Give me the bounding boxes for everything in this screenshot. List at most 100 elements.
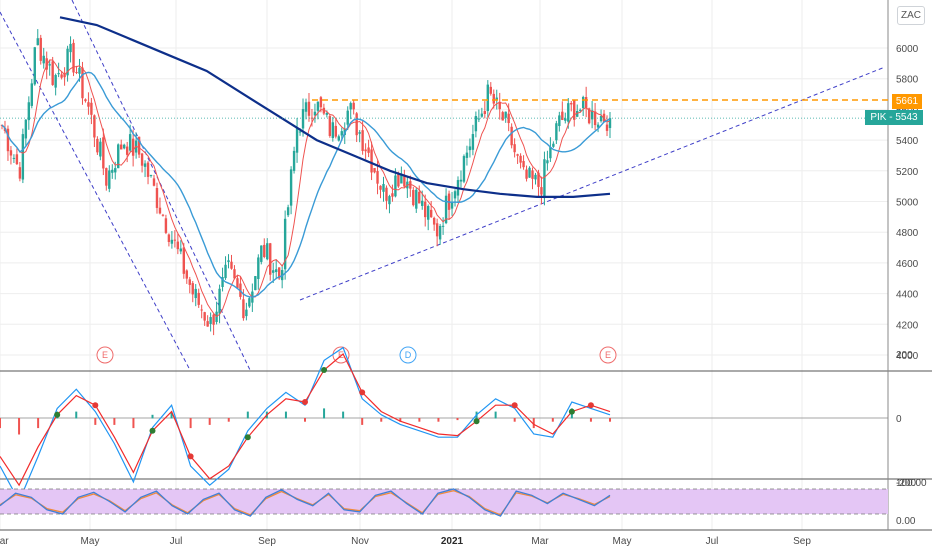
candle-body <box>531 170 534 179</box>
candle-body <box>394 175 397 197</box>
candle-body <box>418 191 421 204</box>
candle-body <box>495 97 498 100</box>
candle-body <box>120 144 123 150</box>
candle-body <box>376 171 379 184</box>
candle-body <box>325 113 329 115</box>
candle-body <box>99 141 102 157</box>
x-tick-label: Mar <box>0 536 9 547</box>
candle-body <box>51 61 54 85</box>
candle-body <box>149 174 153 176</box>
rsi-line <box>0 488 611 517</box>
candle-body <box>361 130 364 151</box>
candle-body <box>185 270 188 279</box>
x-tick-label: Mar <box>531 536 549 547</box>
macd-panel <box>0 346 888 503</box>
candle-body <box>480 113 484 117</box>
macd-histogram-bar <box>304 418 306 422</box>
candle-body <box>549 147 552 159</box>
candle-body <box>349 103 352 110</box>
candle-body <box>483 111 487 115</box>
candle-body <box>370 149 373 173</box>
candle-body <box>465 152 469 158</box>
candle-body <box>322 107 326 114</box>
macd-histogram-bar <box>456 418 459 421</box>
candle-body <box>227 260 230 263</box>
macd-histogram-bar <box>151 414 154 419</box>
candle-body <box>409 181 412 189</box>
macd-histogram-bar <box>494 411 497 419</box>
candle-body <box>218 288 221 314</box>
candle-body <box>587 108 591 124</box>
candle-body <box>209 317 212 324</box>
candle-body <box>576 110 579 117</box>
candle-body <box>513 144 516 153</box>
rsi-tick-label: 0.00 <box>896 516 916 527</box>
candle-body <box>525 169 528 179</box>
candle-body <box>266 243 269 260</box>
candle-body <box>57 73 60 75</box>
candle-body <box>152 178 156 186</box>
candle-body <box>400 173 403 184</box>
macd-histogram-bar <box>75 411 78 419</box>
candle-body <box>337 136 340 141</box>
candle-body <box>537 172 540 187</box>
candle-body <box>212 314 215 325</box>
candle-body <box>230 261 233 269</box>
candle-body <box>87 102 90 107</box>
candle-body <box>60 74 63 78</box>
scale-button[interactable]: ZAC <box>897 6 925 25</box>
candle-body <box>397 173 400 187</box>
candle-body <box>236 278 239 288</box>
macd-histogram-bar <box>94 418 97 425</box>
candle-body <box>128 134 132 151</box>
candle-body <box>122 144 126 149</box>
candle-body <box>501 112 504 121</box>
x-tick-label: Jul <box>170 536 183 547</box>
candle-body <box>203 312 206 321</box>
candle-body <box>108 170 111 189</box>
candle-body <box>555 123 558 141</box>
event-marker-label: D <box>405 350 412 360</box>
macd-histogram-bar <box>437 418 440 422</box>
candle-body <box>486 84 490 112</box>
candle-body <box>66 48 69 76</box>
candle-body <box>340 131 343 136</box>
candle-body <box>358 132 361 134</box>
candle-body <box>105 168 108 186</box>
candle-body <box>459 179 463 182</box>
candle-body <box>307 101 311 116</box>
candle-body <box>245 309 248 317</box>
candle-body <box>12 157 16 159</box>
candle-body <box>471 134 475 150</box>
candle-body <box>468 146 472 151</box>
candle-body <box>352 102 355 110</box>
candle-body <box>221 277 224 287</box>
candle-body <box>304 102 308 112</box>
x-tick-label: May <box>81 536 100 547</box>
candle-body <box>385 187 388 201</box>
candle-body <box>21 134 25 180</box>
candle-body <box>543 159 546 199</box>
macd-cross-dot <box>321 367 328 373</box>
candle-body <box>462 156 466 182</box>
candle-body <box>24 119 28 139</box>
candle-body <box>435 223 439 237</box>
macd-histogram-bar <box>513 418 516 422</box>
candle-body <box>429 209 433 218</box>
candle-body <box>170 239 174 244</box>
macd-histogram-bar <box>18 418 21 435</box>
macd-histogram-bar <box>37 418 40 429</box>
candle-body <box>567 103 570 122</box>
candle-body <box>224 264 227 279</box>
candle-body <box>182 247 186 274</box>
ma-short-line <box>1 59 611 318</box>
macd-histogram-bar <box>227 418 230 422</box>
macd-cross-dot <box>359 389 366 396</box>
candle-body <box>504 111 507 118</box>
candle-body <box>507 113 510 124</box>
candle-body <box>388 196 391 205</box>
price-tick-label: 4800 <box>896 228 919 239</box>
macd-tick-label: -200 <box>896 478 916 489</box>
candle-body <box>319 97 323 108</box>
macd-tick-label: 0 <box>896 414 902 425</box>
